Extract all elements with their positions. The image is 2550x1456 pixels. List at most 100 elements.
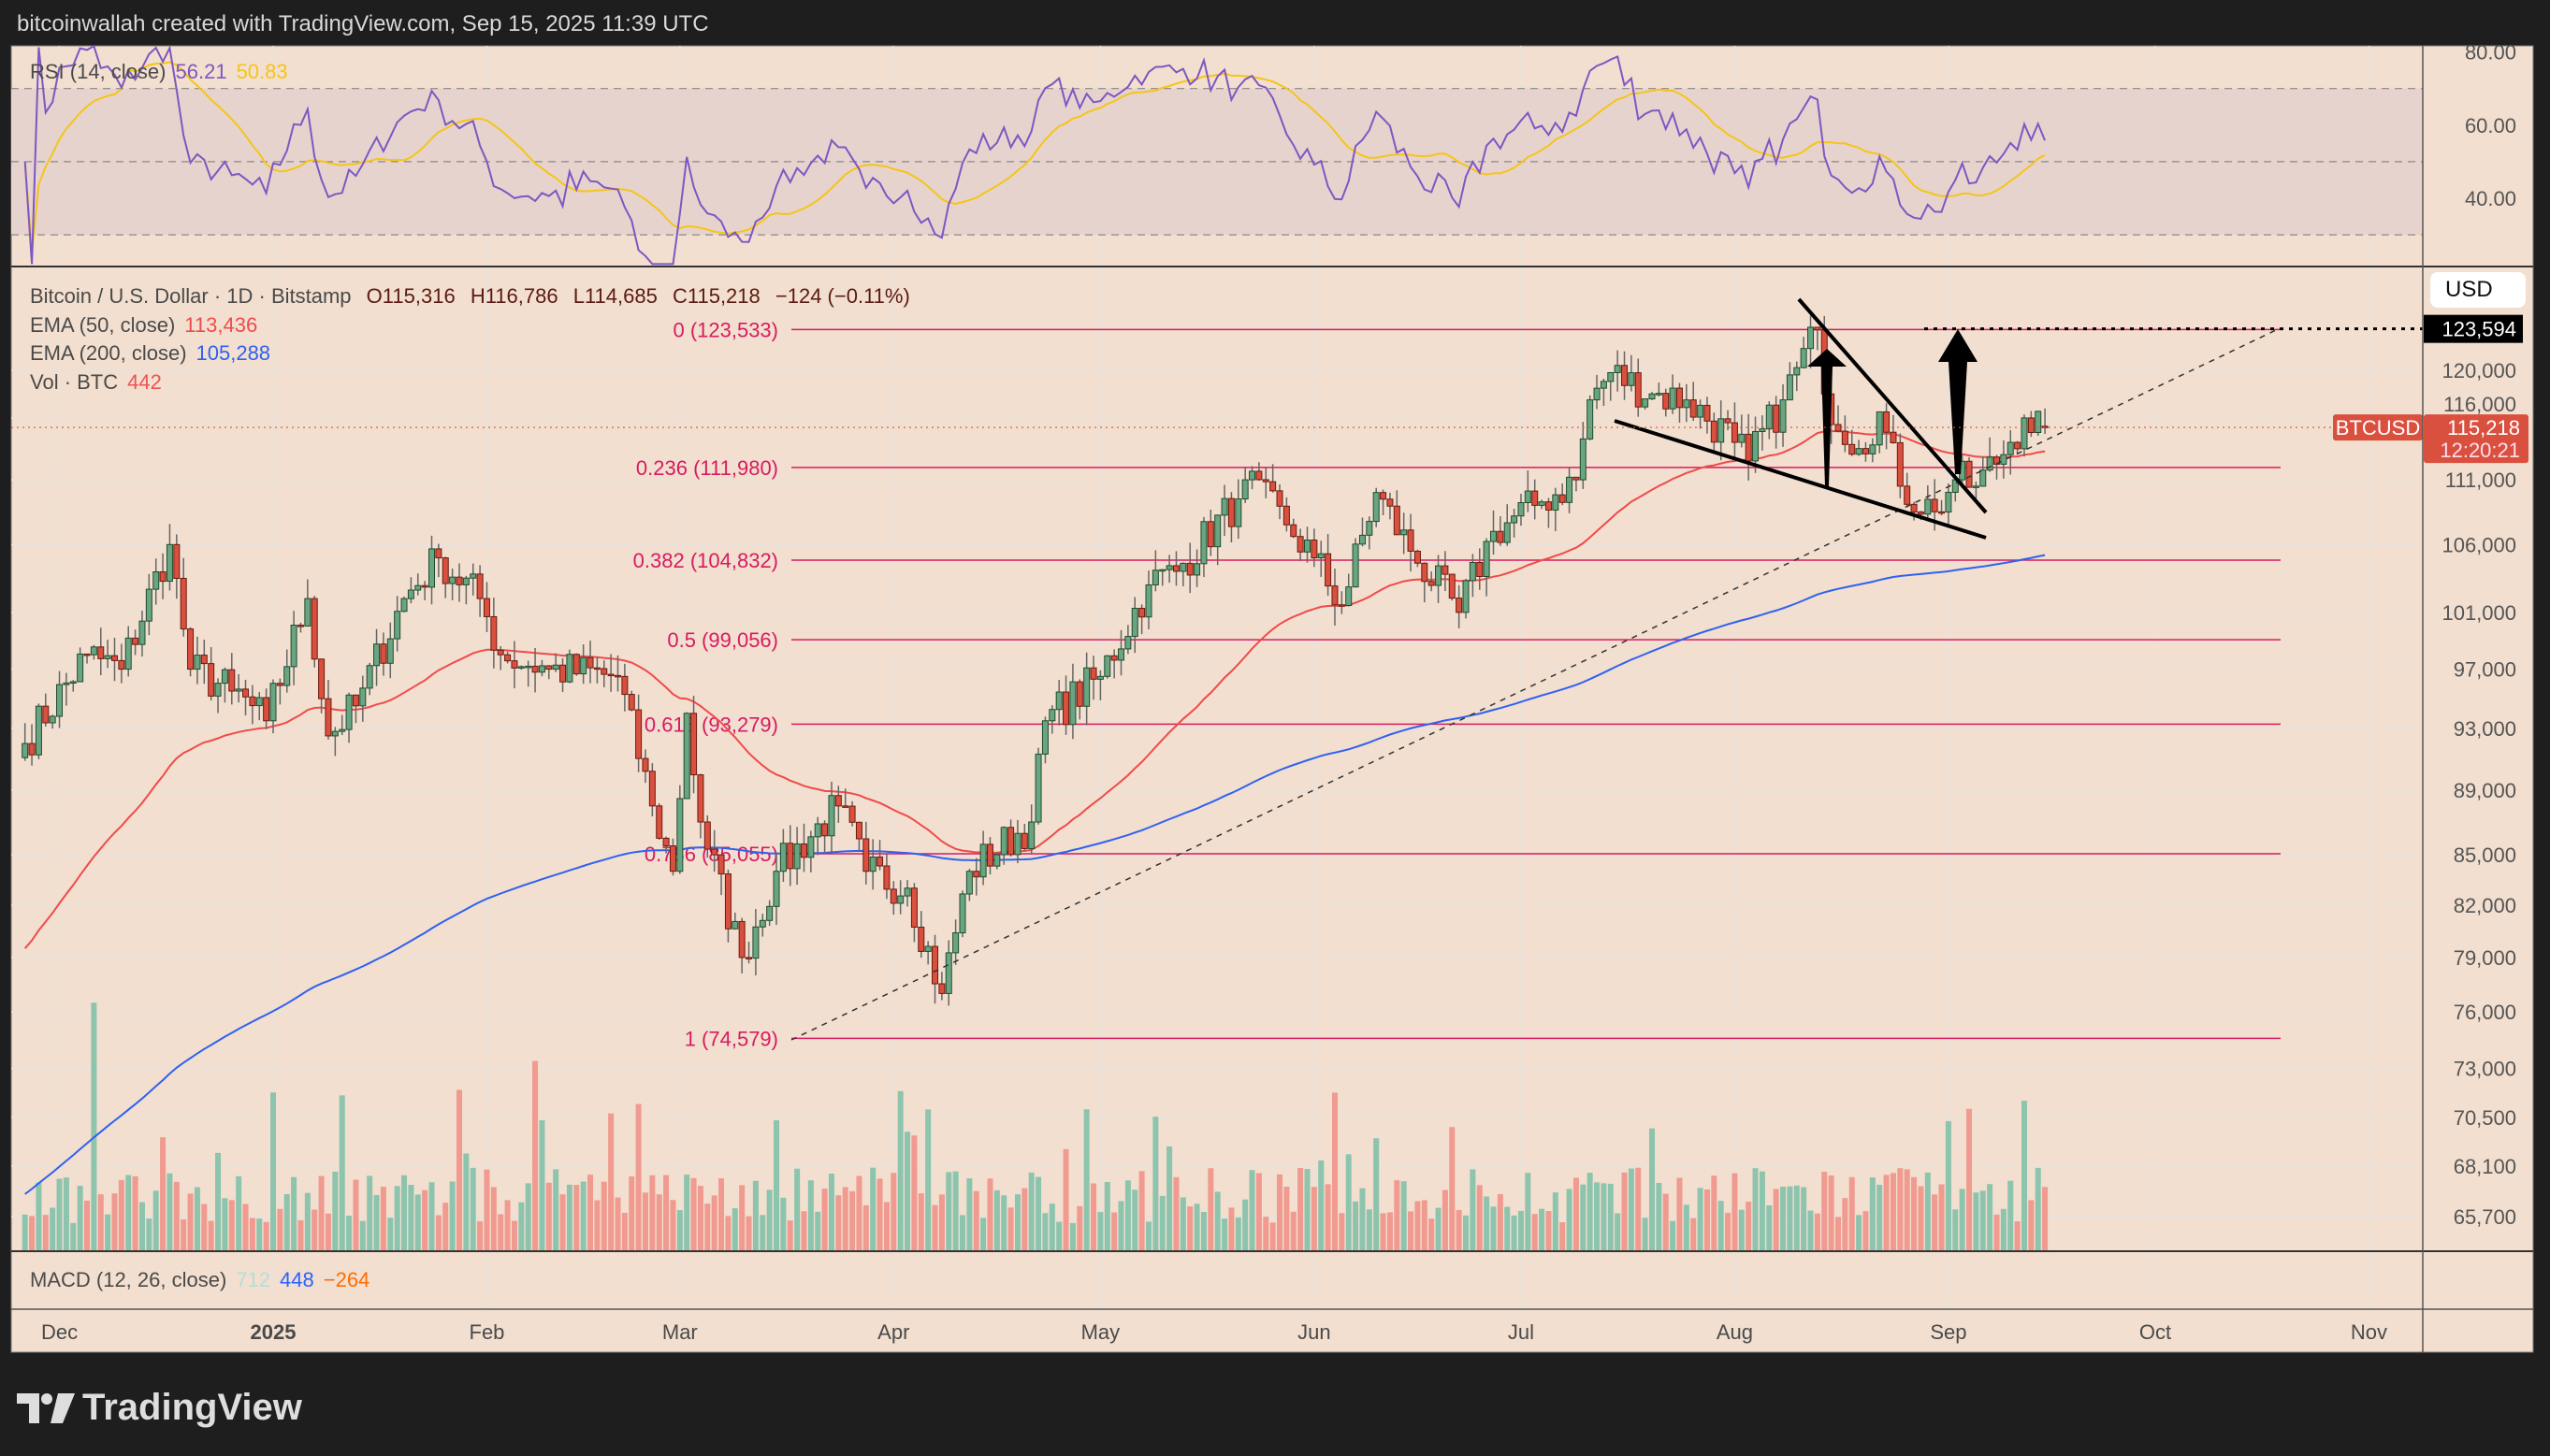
target-price-tag bbox=[2424, 314, 2523, 343]
candle-down bbox=[1227, 497, 1235, 527]
volume-bar bbox=[1828, 1175, 1834, 1251]
volume-bar bbox=[1552, 1192, 1558, 1251]
candle-up bbox=[1924, 498, 1932, 515]
candle-up bbox=[869, 856, 877, 872]
volume-bar bbox=[414, 1194, 421, 1251]
volume-bar bbox=[215, 1152, 222, 1251]
candle-up bbox=[1566, 476, 1573, 503]
candle-down bbox=[1773, 404, 1780, 433]
candle-down bbox=[1325, 553, 1332, 587]
volume-bar bbox=[711, 1195, 717, 1251]
candle-down bbox=[380, 643, 387, 664]
candle-down bbox=[1110, 655, 1118, 661]
price-axis-label: 76,000 bbox=[2454, 1001, 2516, 1024]
volume-bar bbox=[111, 1193, 118, 1251]
time-axis-label: May bbox=[1081, 1320, 1121, 1344]
volume-bar bbox=[2035, 1167, 2041, 1251]
volume-bar bbox=[1063, 1148, 1069, 1251]
volume-bar bbox=[428, 1182, 435, 1251]
volume-bar bbox=[1104, 1181, 1110, 1251]
currency-button[interactable]: USD bbox=[2430, 272, 2526, 308]
volume-bar bbox=[1021, 1188, 1028, 1251]
rsi-pane bbox=[11, 44, 2423, 266]
candle-up bbox=[1628, 372, 1635, 386]
volume-bar bbox=[938, 1194, 945, 1251]
volume-bar bbox=[242, 1204, 249, 1251]
candle-up bbox=[959, 893, 966, 934]
candle-down bbox=[883, 865, 891, 890]
candle-down bbox=[690, 713, 698, 776]
time-axis-label: Sep bbox=[1930, 1320, 1966, 1344]
axes: Dec 2025 Feb Mar Apr May Jun Jul Aug Sep Oct Nov 120… bbox=[41, 41, 2528, 1344]
volume-bar bbox=[1918, 1186, 1924, 1251]
volume-bar bbox=[835, 1195, 842, 1251]
volume-bar bbox=[1014, 1194, 1021, 1251]
price-axis-label: 116,000 bbox=[2443, 393, 2516, 416]
candle-down bbox=[1386, 498, 1394, 507]
volume-bar bbox=[373, 1194, 380, 1251]
volume-bar bbox=[138, 1202, 145, 1251]
candle-down bbox=[1544, 501, 1552, 511]
candle-up bbox=[1655, 393, 1662, 396]
volume-bar bbox=[1904, 1169, 1910, 1251]
fib-level-label: 1 (74,579) bbox=[685, 1027, 778, 1050]
volume-bar bbox=[801, 1211, 807, 1251]
fib-level-label: 0.618 (93,279) bbox=[645, 713, 778, 736]
candle-up bbox=[1221, 497, 1228, 516]
candle-up bbox=[77, 653, 84, 683]
candle-down bbox=[1476, 561, 1484, 577]
volume-bar bbox=[1249, 1170, 1255, 1251]
candle-down bbox=[1448, 573, 1456, 599]
volume-bar bbox=[1152, 1117, 1159, 1251]
macd-histogram-value: −264 bbox=[323, 1268, 370, 1291]
tradingview-logo[interactable]: TradingView bbox=[17, 1387, 302, 1429]
volume-bar bbox=[1601, 1183, 1607, 1251]
volume-bar bbox=[359, 1220, 366, 1251]
candle-down bbox=[1186, 562, 1194, 576]
candle-down bbox=[228, 669, 236, 692]
volume-bar bbox=[1945, 1120, 1951, 1251]
candle-up bbox=[1786, 374, 1793, 401]
candle-up bbox=[1096, 675, 1104, 680]
candle-down bbox=[738, 920, 746, 959]
volume-bar bbox=[270, 1092, 276, 1251]
volume-bar bbox=[1572, 1177, 1579, 1251]
candle-up bbox=[759, 919, 766, 928]
price-axis-label: 82,000 bbox=[2454, 894, 2516, 917]
macd-legend[interactable]: MACD (12, 26, close) 712 448 −264 bbox=[30, 1268, 379, 1292]
candle-up bbox=[683, 713, 690, 800]
time-axis-label: Nov bbox=[2351, 1320, 2387, 1344]
volume-bar bbox=[511, 1220, 517, 1251]
volume-bar bbox=[291, 1176, 297, 1251]
candle-up bbox=[1372, 492, 1380, 523]
volume-bar bbox=[587, 1175, 594, 1251]
candle-up bbox=[1648, 393, 1656, 400]
volume-bar bbox=[490, 1187, 497, 1251]
volume-bar bbox=[1194, 1204, 1200, 1251]
symbol-legend[interactable]: Bitcoin / U.S. Dollar · 1D · Bitstamp O1… bbox=[30, 284, 920, 309]
last-price-tag bbox=[2424, 414, 2528, 464]
rsi-legend[interactable]: RSI (14, close) 56.21 50.83 bbox=[30, 60, 297, 84]
volume-bar bbox=[1993, 1214, 2000, 1251]
candle-down bbox=[593, 667, 601, 670]
drawings[interactable] bbox=[11, 297, 2423, 1041]
volume-bar bbox=[1442, 1189, 1448, 1251]
volume-bar bbox=[1932, 1194, 1938, 1251]
volume-bar bbox=[387, 1218, 394, 1251]
volume-bar bbox=[1759, 1171, 1765, 1251]
volume-bar bbox=[1987, 1184, 1993, 1251]
candle-down bbox=[1393, 505, 1400, 536]
rsi-value: 56.21 bbox=[175, 60, 227, 83]
ema200-legend[interactable]: EMA (200, close) 105,288 bbox=[30, 341, 280, 366]
candle-down bbox=[1904, 485, 1911, 505]
price-axis-label: 89,000 bbox=[2454, 779, 2516, 802]
candle-up bbox=[1462, 580, 1470, 613]
volume-bar bbox=[304, 1192, 311, 1251]
candle-down bbox=[821, 823, 829, 837]
volume-legend[interactable]: Vol · BTC 442 bbox=[30, 370, 171, 395]
candle-up bbox=[138, 620, 146, 645]
ema50-legend[interactable]: EMA (50, close) 113,436 bbox=[30, 313, 267, 338]
volume-bar bbox=[1966, 1108, 1973, 1251]
volume-bar bbox=[656, 1194, 662, 1251]
